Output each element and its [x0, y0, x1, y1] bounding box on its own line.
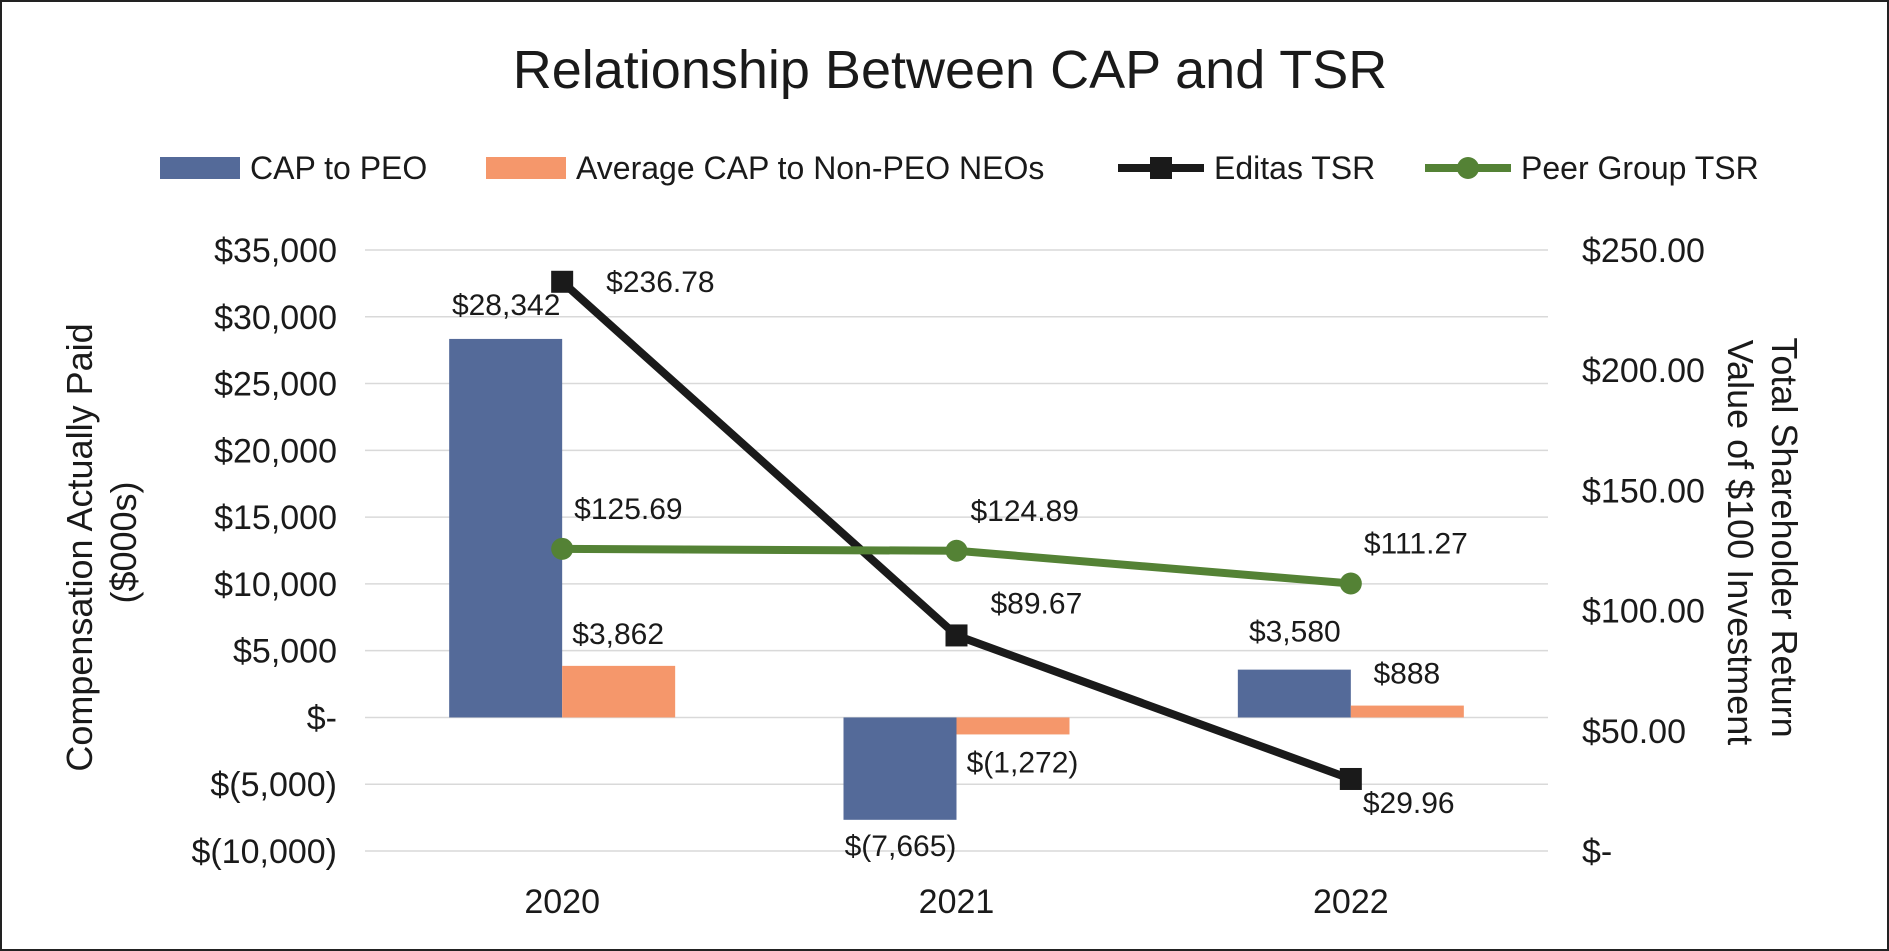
cap-to-peo-bar-2022	[1237, 669, 1351, 718]
legend-label: Peer Group TSR	[1521, 150, 1759, 186]
legend-label: Editas TSR	[1214, 150, 1375, 186]
average-cap-to-non-peo-neos-data-label: $888	[1373, 658, 1440, 691]
peer-group-tsr-data-label: $124.89	[971, 495, 1079, 528]
cap-to-peo-bar-2020	[449, 338, 563, 718]
right-tick-label: $100.00	[1582, 593, 1705, 631]
right-axis-title-line-1: Total Shareholder Return	[1764, 337, 1805, 737]
average-cap-to-non-peo-neos-bar-2021	[956, 717, 1070, 735]
cap-to-peo-data-label: $(7,665)	[845, 830, 957, 863]
left-axis-title-line-1: Compensation Actually Paid	[59, 323, 100, 771]
left-tick-label: $30,000	[214, 299, 337, 337]
editas-tsr-data-label: $236.78	[606, 266, 714, 299]
category-label: 2021	[919, 883, 995, 921]
editas-tsr-marker-2022	[1339, 767, 1362, 790]
editas-tsr-data-label: $29.96	[1363, 787, 1455, 820]
cap-to-peo-data-label: $28,342	[452, 289, 560, 322]
right-axis-title-line-2: Value of $100 Investment	[1720, 340, 1761, 746]
editas-tsr-marker-2020	[551, 270, 574, 293]
editas-tsr-data-label: $89.67	[991, 587, 1083, 620]
left-axis-title-line-2: ($000s)	[103, 481, 144, 603]
left-axis-title: Compensation Actually Paid ($000s)	[59, 313, 144, 771]
peer-group-tsr-legend-marker	[1457, 157, 1479, 179]
average-cap-to-non-peo-neos-data-label: $(1,272)	[967, 746, 1079, 779]
cap-to-peo-data-label: $3,580	[1249, 616, 1341, 649]
left-tick-label: $35,000	[214, 232, 337, 270]
right-tick-label: $-	[1582, 833, 1612, 871]
cap-to-peo-bar-2021	[843, 717, 957, 820]
editas-tsr-marker-2021	[945, 624, 968, 647]
lines	[551, 270, 1362, 790]
data-labels: $28,342 $(7,665) $3,580 $3,862 $(1,272) $888 $…	[452, 266, 1468, 863]
legend-label: CAP to PEO	[250, 150, 427, 186]
right-tick-label: $200.00	[1582, 352, 1705, 390]
left-tick-label: $-	[307, 699, 337, 737]
category-label: 2020	[524, 883, 600, 921]
peer-group-tsr-marker-2022	[1339, 572, 1362, 595]
right-axis-ticks: $250.00 $200.00 $150.00 $100.00 $50.00 $-	[1582, 232, 1705, 871]
left-tick-label: $20,000	[214, 432, 337, 470]
category-label: 2022	[1313, 883, 1389, 921]
chart-title: Relationship Between CAP and TSR	[513, 40, 1388, 100]
average-cap-to-non-peo-neos-legend-swatch	[486, 157, 566, 179]
left-tick-label: $5,000	[233, 633, 337, 671]
average-cap-to-non-peo-neos-bar-2020	[562, 665, 676, 718]
right-tick-label: $150.00	[1582, 472, 1705, 510]
left-tick-label: $10,000	[214, 566, 337, 604]
bars	[449, 338, 1464, 820]
peer-group-tsr-data-label: $111.27	[1364, 528, 1468, 561]
average-cap-to-non-peo-neos-data-label: $3,862	[572, 618, 664, 651]
left-axis-ticks: $35,000 $30,000 $25,000 $20,000 $15,000 $10,0…	[191, 232, 337, 871]
left-tick-label: $(5,000)	[210, 766, 337, 804]
left-tick-label: $25,000	[214, 366, 337, 404]
category-labels: 2020 2021 2022	[524, 883, 1388, 921]
peer-group-tsr-marker-2020	[551, 537, 574, 560]
right-axis-title: Total Shareholder Return Value of $100 I…	[1720, 337, 1805, 747]
legend-label: Average CAP to Non-PEO NEOs	[576, 150, 1044, 186]
cap-to-peo-legend-swatch	[160, 157, 240, 179]
legend: CAP to PEO Average CAP to Non-PEO NEOs Edi…	[160, 150, 1759, 186]
peer-group-tsr-marker-2021	[945, 539, 968, 562]
left-tick-label: $15,000	[214, 499, 337, 537]
editas-tsr-legend-marker	[1150, 157, 1172, 179]
right-tick-label: $250.00	[1582, 232, 1705, 270]
right-tick-label: $50.00	[1582, 713, 1686, 751]
peer-group-tsr-data-label: $125.69	[574, 493, 682, 526]
editas-tsr-line	[559, 278, 1353, 783]
left-tick-label: $(10,000)	[191, 833, 337, 871]
average-cap-to-non-peo-neos-bar-2022	[1350, 705, 1464, 718]
